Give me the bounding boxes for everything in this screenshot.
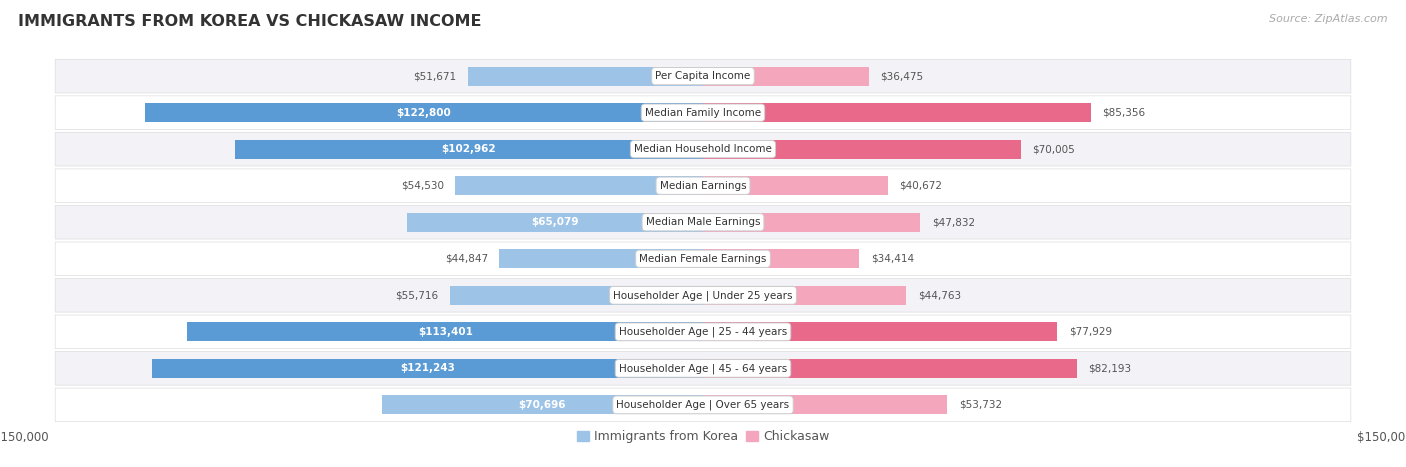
FancyBboxPatch shape	[55, 315, 1351, 349]
Bar	[703, 286, 907, 305]
Text: Source: ZipAtlas.com: Source: ZipAtlas.com	[1270, 14, 1388, 24]
Text: Householder Age | 45 - 64 years: Householder Age | 45 - 64 years	[619, 363, 787, 374]
Text: $54,530: $54,530	[401, 181, 444, 191]
Text: $85,356: $85,356	[1102, 108, 1146, 118]
Bar	[703, 359, 1077, 378]
Bar	[703, 249, 859, 268]
Bar	[703, 103, 1091, 122]
Text: $55,716: $55,716	[395, 290, 439, 300]
Bar	[703, 176, 889, 195]
Bar	[703, 67, 869, 85]
Text: $40,672: $40,672	[900, 181, 942, 191]
Bar	[703, 213, 921, 232]
Text: $77,929: $77,929	[1069, 327, 1112, 337]
Text: $70,005: $70,005	[1032, 144, 1076, 154]
Bar	[703, 396, 948, 414]
Text: Per Capita Income: Per Capita Income	[655, 71, 751, 81]
Text: IMMIGRANTS FROM KOREA VS CHICKASAW INCOME: IMMIGRANTS FROM KOREA VS CHICKASAW INCOM…	[18, 14, 482, 29]
FancyBboxPatch shape	[55, 132, 1351, 166]
Text: $51,671: $51,671	[413, 71, 457, 81]
Text: Median Family Income: Median Family Income	[645, 108, 761, 118]
Text: Householder Age | Over 65 years: Householder Age | Over 65 years	[616, 400, 790, 410]
Bar	[456, 176, 703, 195]
Text: $82,193: $82,193	[1088, 363, 1132, 373]
Bar	[152, 359, 703, 378]
Text: $44,847: $44,847	[444, 254, 488, 264]
Text: $102,962: $102,962	[441, 144, 496, 154]
Text: $36,475: $36,475	[880, 71, 924, 81]
FancyBboxPatch shape	[55, 169, 1351, 203]
FancyBboxPatch shape	[55, 205, 1351, 239]
Bar	[408, 213, 703, 232]
Text: $65,079: $65,079	[531, 217, 579, 227]
Text: Median Household Income: Median Household Income	[634, 144, 772, 154]
FancyBboxPatch shape	[55, 278, 1351, 312]
Bar	[499, 249, 703, 268]
FancyBboxPatch shape	[55, 352, 1351, 385]
Text: $44,763: $44,763	[918, 290, 960, 300]
Legend: Immigrants from Korea, Chickasaw: Immigrants from Korea, Chickasaw	[571, 425, 835, 448]
FancyBboxPatch shape	[55, 59, 1351, 93]
Text: Householder Age | Under 25 years: Householder Age | Under 25 years	[613, 290, 793, 301]
FancyBboxPatch shape	[55, 242, 1351, 276]
FancyBboxPatch shape	[55, 96, 1351, 129]
Bar	[381, 396, 703, 414]
Text: $70,696: $70,696	[519, 400, 567, 410]
Bar	[703, 140, 1021, 159]
Text: Median Female Earnings: Median Female Earnings	[640, 254, 766, 264]
Text: $53,732: $53,732	[959, 400, 1001, 410]
Text: $47,832: $47,832	[932, 217, 974, 227]
Bar	[450, 286, 703, 305]
Text: $34,414: $34,414	[870, 254, 914, 264]
Bar	[235, 140, 703, 159]
Bar	[468, 67, 703, 85]
Text: Median Male Earnings: Median Male Earnings	[645, 217, 761, 227]
Text: Householder Age | 25 - 44 years: Householder Age | 25 - 44 years	[619, 326, 787, 337]
Bar	[187, 322, 703, 341]
FancyBboxPatch shape	[55, 388, 1351, 422]
Text: Median Earnings: Median Earnings	[659, 181, 747, 191]
Text: $113,401: $113,401	[418, 327, 472, 337]
Bar	[145, 103, 703, 122]
Text: $122,800: $122,800	[396, 108, 451, 118]
Text: $121,243: $121,243	[399, 363, 456, 373]
Bar	[703, 322, 1057, 341]
